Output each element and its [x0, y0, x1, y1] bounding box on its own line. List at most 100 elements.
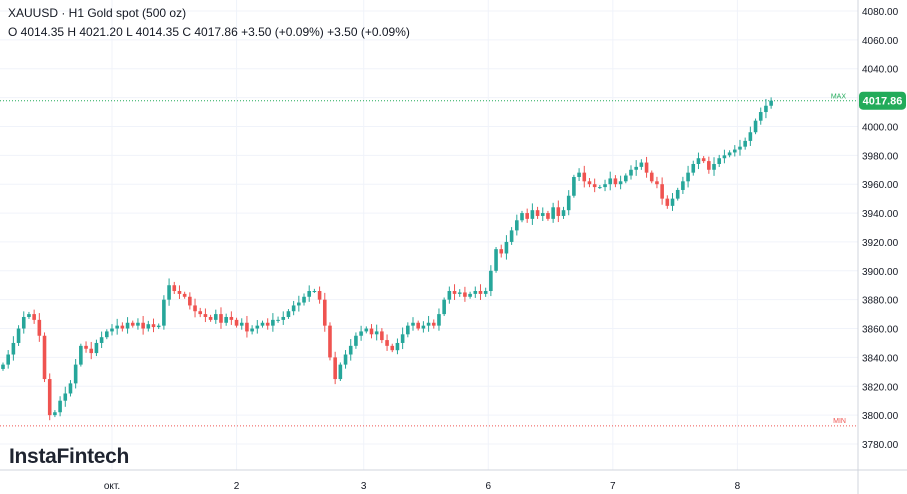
candle-body	[406, 325, 410, 335]
candle-body	[68, 383, 73, 394]
candle-body	[146, 324, 151, 329]
candle-body	[613, 178, 618, 185]
candle-body	[234, 319, 239, 326]
candle-body	[431, 322, 436, 326]
candle-body	[338, 364, 343, 380]
candle-body	[707, 161, 711, 170]
candle-body	[644, 162, 649, 173]
candle-body	[105, 331, 109, 338]
candle-body	[535, 210, 540, 216]
candle-body	[1, 364, 5, 369]
candle-body	[136, 322, 140, 326]
candle-body	[115, 325, 119, 329]
candle-body	[515, 220, 519, 231]
logo: InstaFintech	[9, 445, 130, 468]
candle-body	[743, 140, 747, 147]
y-tick-label: 4040.00	[862, 65, 899, 76]
y-tick-label: 4080.00	[862, 7, 899, 18]
candle-body	[722, 155, 727, 159]
candle-body	[219, 314, 223, 323]
candle-body	[89, 348, 94, 354]
candle-body	[32, 314, 36, 320]
candle-body	[566, 195, 571, 211]
candle-body	[343, 354, 348, 365]
candle-body	[447, 291, 452, 300]
candle-body	[483, 291, 488, 294]
candle-body	[686, 172, 690, 182]
candle-body	[769, 100, 773, 106]
candle-body	[182, 293, 187, 297]
candle-body	[271, 319, 275, 326]
candle-body	[572, 176, 576, 196]
candle-body	[94, 342, 99, 354]
candle-body	[79, 345, 83, 365]
last-price-label: 4017.86	[863, 96, 903, 108]
candle-body	[530, 210, 535, 219]
candle-body	[265, 322, 270, 326]
candle-body	[421, 325, 426, 329]
candle-body	[670, 198, 675, 206]
candle-body	[208, 316, 213, 320]
candle-body	[99, 337, 104, 343]
candle-body	[322, 299, 327, 326]
candle-body	[380, 331, 384, 341]
candle-body	[172, 285, 177, 292]
max-label: MAX	[831, 94, 847, 101]
candle-body	[6, 354, 10, 365]
candle-body	[302, 296, 306, 303]
candle-body	[229, 316, 234, 320]
candle-body	[354, 335, 358, 346]
candle-body	[369, 328, 374, 335]
candle-body	[696, 158, 701, 164]
candle-body	[162, 299, 166, 326]
candle-body	[42, 335, 47, 380]
candle-body	[317, 291, 322, 300]
x-tick-label: 2	[234, 481, 240, 492]
y-tick-label: 3900.00	[862, 267, 899, 278]
candle-body	[177, 291, 182, 294]
candle-body	[307, 291, 312, 297]
candle-body	[213, 314, 218, 320]
candle-body	[411, 322, 415, 326]
candle-body	[629, 169, 633, 176]
y-tick-label: 3820.00	[862, 382, 899, 393]
candle-body	[603, 184, 607, 188]
candle-body	[193, 305, 197, 312]
candle-body	[717, 158, 722, 164]
candle-body	[255, 325, 260, 329]
candle-body	[701, 158, 706, 162]
x-tick-label: 8	[735, 481, 741, 492]
candle-body	[660, 184, 664, 199]
candle-body	[328, 325, 332, 358]
candle-body	[260, 322, 265, 326]
y-tick-label: 4000.00	[862, 122, 899, 133]
y-tick-label: 3960.00	[862, 180, 899, 191]
candle-body	[489, 270, 493, 292]
candle-body	[416, 322, 420, 329]
candle-body	[561, 210, 566, 216]
candle-body	[577, 172, 581, 177]
candle-body	[11, 342, 16, 355]
candle-body	[665, 198, 670, 206]
x-tick-label: 7	[610, 481, 616, 492]
symbol-title: XAUUSD · H1 Gold spot (500 oz)	[8, 6, 187, 20]
candle-body	[390, 345, 395, 351]
candle-body	[286, 311, 291, 317]
min-label: MIN	[833, 418, 846, 425]
candle-body	[141, 322, 145, 329]
candle-body	[649, 172, 654, 182]
candle-body	[452, 291, 457, 294]
candle-body	[732, 149, 737, 153]
candle-body	[758, 112, 763, 121]
candle-body	[167, 285, 171, 300]
candle-body	[333, 357, 337, 380]
candle-body	[478, 291, 483, 294]
candle-body	[520, 213, 524, 221]
candle-body	[499, 249, 504, 254]
candle-body	[504, 241, 509, 254]
candle-body	[691, 163, 696, 173]
candle-body	[374, 331, 379, 335]
candle-body	[198, 311, 203, 315]
candle-body	[582, 172, 587, 182]
